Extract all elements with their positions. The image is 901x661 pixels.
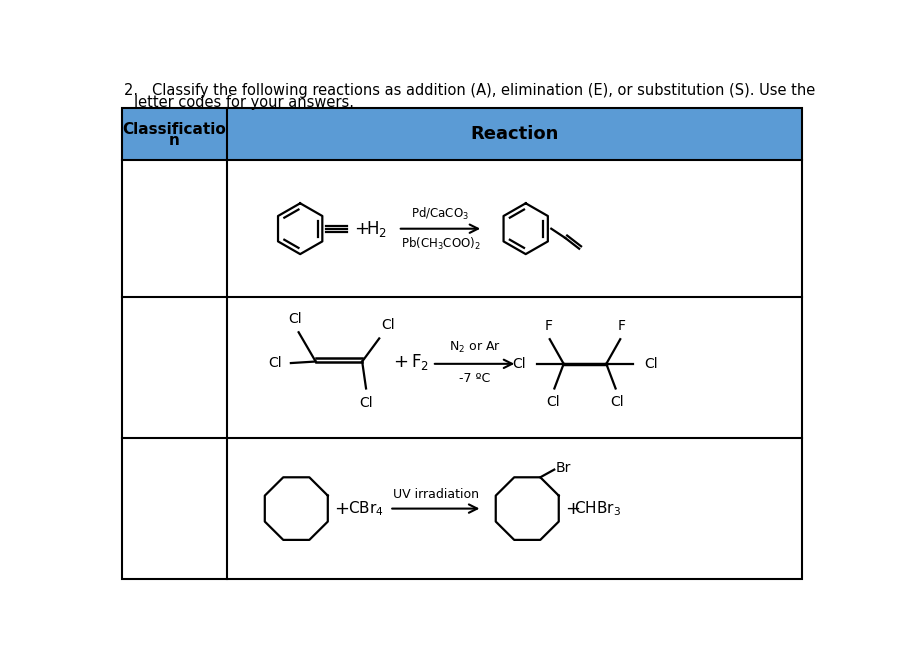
- Text: +: +: [565, 500, 579, 518]
- Text: Cl: Cl: [288, 312, 303, 326]
- Text: Reaction: Reaction: [470, 125, 559, 143]
- Text: Cl: Cl: [268, 356, 282, 370]
- Text: +: +: [394, 352, 408, 371]
- Text: N$_2$ or Ar: N$_2$ or Ar: [449, 340, 500, 356]
- Text: Cl: Cl: [546, 395, 560, 408]
- Text: CHBr$_3$: CHBr$_3$: [574, 499, 621, 518]
- Text: F: F: [618, 319, 626, 333]
- Text: F$_2$: F$_2$: [411, 352, 429, 371]
- Text: Cl: Cl: [610, 395, 624, 408]
- Text: Classificatio: Classificatio: [123, 122, 226, 137]
- Text: +: +: [333, 500, 349, 518]
- Text: 2.   Classify the following reactions as addition (A), elimination (E), or subst: 2. Classify the following reactions as a…: [124, 83, 815, 98]
- Text: Cl: Cl: [512, 357, 525, 371]
- Text: F: F: [544, 319, 552, 333]
- Text: Cl: Cl: [644, 357, 658, 371]
- Text: CBr$_4$: CBr$_4$: [348, 499, 384, 518]
- Text: UV irradiation: UV irradiation: [393, 488, 478, 501]
- Text: Br: Br: [556, 461, 571, 475]
- Text: Cl: Cl: [359, 396, 373, 410]
- Text: n: n: [168, 133, 179, 147]
- Text: H$_2$: H$_2$: [367, 219, 387, 239]
- Text: Cl: Cl: [381, 318, 395, 332]
- Text: letter codes for your answers.: letter codes for your answers.: [134, 95, 354, 110]
- Text: -7 ºC: -7 ºC: [459, 371, 490, 385]
- Text: Pd/CaCO$_3$: Pd/CaCO$_3$: [412, 206, 469, 222]
- Text: Pb(CH$_3$COO)$_2$: Pb(CH$_3$COO)$_2$: [401, 235, 480, 252]
- Text: +: +: [354, 219, 369, 238]
- Bar: [122, 108, 802, 160]
